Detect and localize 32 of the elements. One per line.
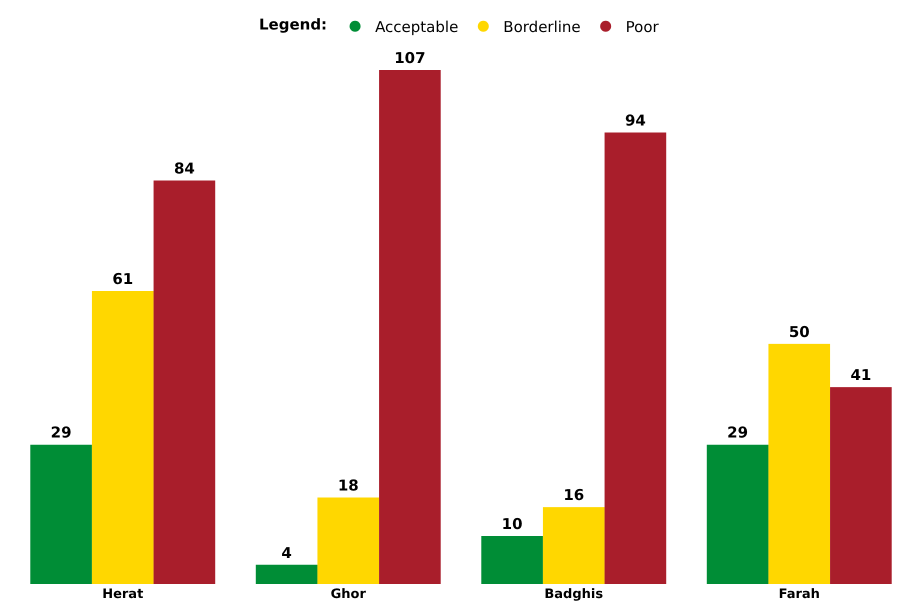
bar (604, 132, 666, 584)
legend-title: Legend: (259, 16, 328, 34)
bar (481, 536, 543, 584)
bar (768, 344, 830, 584)
bar (830, 387, 892, 584)
x-tick-label: Herat (102, 587, 144, 602)
data-label: 18 (338, 476, 359, 495)
data-label: 4 (281, 544, 292, 562)
data-label: 84 (174, 160, 195, 178)
x-tick-label: Badghis (544, 587, 604, 602)
bar (317, 498, 380, 584)
x-tick-label: Farah (778, 587, 820, 602)
x-tick-label: Ghor (330, 587, 366, 602)
data-label: 107 (394, 49, 426, 68)
legend-label: Borderline (503, 18, 581, 36)
data-label: 41 (850, 366, 872, 384)
legend-label: Acceptable (375, 18, 458, 36)
legend-label: Poor (626, 18, 660, 36)
bar (706, 444, 768, 584)
bar (256, 564, 318, 584)
bar (542, 507, 605, 584)
bar (379, 70, 441, 584)
data-label: 29 (727, 424, 748, 442)
bar (92, 291, 154, 584)
data-label: 61 (112, 270, 134, 288)
data-label: 50 (788, 322, 810, 341)
data-label: 29 (50, 424, 72, 442)
bar (30, 444, 92, 584)
data-label: 10 (502, 514, 523, 533)
bar (154, 180, 216, 584)
data-label: 16 (563, 486, 584, 504)
data-label: 94 (624, 111, 646, 130)
